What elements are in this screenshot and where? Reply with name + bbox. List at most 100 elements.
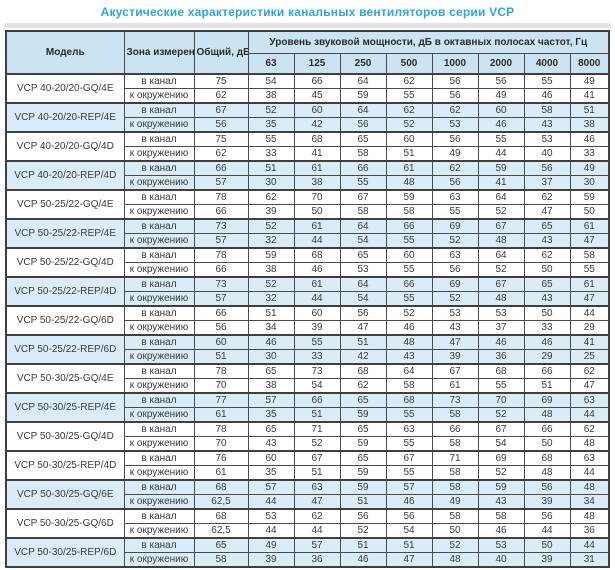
octave-value: 42: [293, 117, 341, 133]
octave-value: 48: [569, 479, 610, 495]
octave-value: 70: [477, 392, 525, 408]
table-row-duct: VCP 50-25/22-GQ/4E в канал 78 62 70 67 59 63 64 6…: [5, 189, 610, 220]
model-cell: VCP 50-25/22-REP/4E: [5, 218, 125, 249]
octave-value: 55: [477, 378, 525, 394]
octave-value: 66: [293, 392, 341, 408]
octave-value: 59: [477, 160, 525, 176]
octave-value: 29: [523, 349, 571, 365]
octave-value: 53: [477, 305, 525, 321]
octave-value: 49: [247, 537, 295, 553]
page-title: Акустические характеристики канальных ве…: [100, 5, 515, 19]
octave-value: 46: [523, 334, 571, 350]
octave-value: 71: [293, 421, 341, 437]
zone-cell-duct: в канал: [123, 131, 195, 147]
zone-cell-ambient: к окружению: [123, 262, 195, 278]
octave-value: 69: [477, 450, 525, 466]
model-cell: VCP 40-20/20-GQ/4D: [5, 131, 125, 162]
octave-value: 47: [385, 552, 433, 568]
model-cell: VCP 40-20/20-GQ/4E: [5, 73, 125, 104]
octave-value: 55: [523, 73, 571, 89]
octave-value: 52: [431, 537, 479, 553]
octave-value: 62: [431, 102, 479, 118]
octave-value: 63: [431, 189, 479, 205]
octave-value: 56: [523, 508, 571, 524]
octave-value: 55: [385, 465, 433, 481]
octave-value: 56: [431, 73, 479, 89]
total-dba-value: 70: [193, 378, 249, 394]
total-dba-value: 78: [193, 189, 249, 205]
total-dba-value: 65: [193, 537, 249, 553]
octave-value: 44: [247, 494, 295, 510]
table-row-ambient: к окружению 56 34 39 47 46 43 37 33 29: [6, 320, 610, 336]
octave-value: 53: [477, 537, 525, 553]
octave-value: 62: [431, 160, 479, 176]
octave-value: 64: [339, 73, 387, 89]
octave-value: 55: [431, 204, 479, 220]
octave-value: 69: [431, 276, 479, 292]
octave-value: 43: [523, 233, 571, 249]
octave-value: 44: [293, 233, 341, 249]
octave-value: 29: [569, 320, 610, 336]
table-row-ambient: к окружению 62 33 41 58 51 49 44 40 33: [6, 146, 610, 162]
octave-value: 48: [569, 508, 610, 524]
octave-value: 58: [385, 204, 433, 220]
zone-cell-ambient: к окружению: [123, 552, 195, 568]
octave-value: 60: [293, 102, 341, 118]
octave-value: 47: [431, 334, 479, 350]
octave-value: 30: [247, 175, 295, 191]
zone-cell-duct: в канал: [123, 218, 195, 234]
table-row-duct: VCP 50-25/22-REP/6D в канал 60 46 55 51 48 47 46…: [5, 334, 610, 365]
octave-value: 43: [247, 436, 295, 452]
total-dba-value: 62: [193, 88, 249, 104]
total-dba-value: 58: [193, 552, 249, 568]
octave-value: 44: [247, 523, 295, 539]
total-dba-value: 62: [193, 146, 249, 162]
model-cell: VCP 50-25/22-REP/4D: [5, 276, 125, 307]
octave-value: 56: [431, 88, 479, 104]
octave-value: 62: [385, 102, 433, 118]
table-row-duct: VCP 40-20/20-REP/4E в канал 67 52 60 64 62 62 60…: [5, 102, 610, 133]
octave-value: 52: [247, 218, 295, 234]
octave-value: 52: [477, 465, 525, 481]
octave-value: 54: [339, 233, 387, 249]
octave-value: 54: [339, 291, 387, 307]
octave-value: 64: [339, 102, 387, 118]
zone-cell-duct: в канал: [123, 392, 195, 408]
octave-value: 36: [293, 552, 341, 568]
octave-value: 69: [431, 218, 479, 234]
zone-cell-duct: в канал: [123, 508, 195, 524]
octave-value: 51: [339, 334, 387, 350]
octave-value: 33: [247, 146, 295, 162]
zone-cell-duct: в канал: [123, 479, 195, 495]
octave-value: 41: [293, 146, 341, 162]
octave-value: 48: [385, 175, 433, 191]
octave-value: 59: [339, 479, 387, 495]
octave-value: 58: [431, 436, 479, 452]
zone-cell-ambient: к окружению: [123, 378, 195, 394]
octave-value: 60: [293, 305, 341, 321]
octave-value: 51: [569, 102, 610, 118]
model-cell: VCP 50-30/25-REP/6D: [5, 537, 125, 568]
total-dba-value: 78: [193, 421, 249, 437]
octave-value: 34: [569, 494, 610, 510]
column-header-freq-250: 250: [339, 53, 387, 75]
octave-value: 66: [293, 73, 341, 89]
total-dba-value: 73: [193, 218, 249, 234]
octave-value: 46: [477, 334, 525, 350]
total-dba-value: 70: [193, 436, 249, 452]
octave-value: 44: [477, 146, 525, 162]
column-header-freq-500: 500: [385, 53, 433, 75]
octave-value: 65: [523, 276, 571, 292]
total-dba-value: 57: [193, 233, 249, 249]
octave-value: 44: [523, 523, 571, 539]
octave-value: 55: [385, 291, 433, 307]
table-row-ambient: к окружению 57 32 44 54 55 52 48 43 47: [6, 233, 610, 249]
octave-value: 59: [385, 189, 433, 205]
octave-value: 46: [569, 131, 610, 147]
zone-cell-ambient: к окружению: [123, 320, 195, 336]
octave-value: 46: [477, 117, 525, 133]
octave-value: 56: [431, 262, 479, 278]
octave-value: 42: [339, 349, 387, 365]
octave-value: 53: [523, 131, 571, 147]
octave-value: 66: [431, 421, 479, 437]
